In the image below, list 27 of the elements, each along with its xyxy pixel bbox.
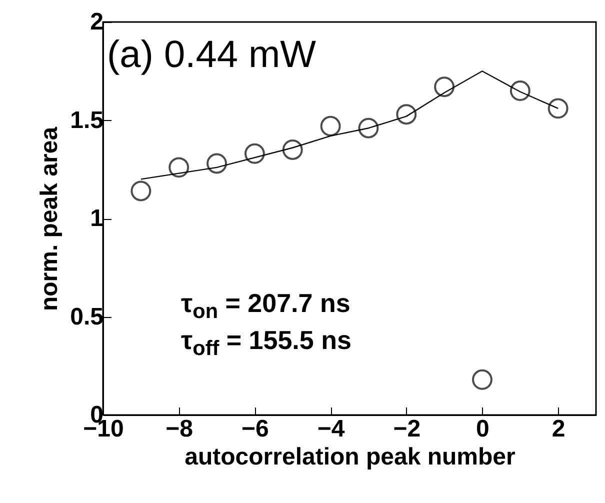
point <box>320 116 341 136</box>
point <box>358 118 379 138</box>
point <box>434 76 455 98</box>
x-tick-label: 0 <box>476 416 490 442</box>
point <box>548 98 568 119</box>
point <box>244 143 265 164</box>
point <box>130 180 152 202</box>
x-tick-label: 2 <box>552 416 566 442</box>
x-tick-label: −4 <box>317 416 346 442</box>
x-tick-label: −8 <box>166 416 194 442</box>
point <box>396 104 417 125</box>
y-tick-label: 2 <box>90 8 104 36</box>
point <box>168 157 190 178</box>
y-tick-label: 0.5 <box>70 303 104 330</box>
y-axis-title: norm. peak area <box>36 126 64 312</box>
point <box>206 153 227 174</box>
x-axis-title: autocorrelation peak number <box>184 444 516 470</box>
y-tick-label: 1 <box>90 205 104 232</box>
x-tick-label: −2 <box>393 416 421 442</box>
annotation: (a) 0.44 mW <box>107 34 316 76</box>
y-tick-label: 1.5 <box>70 106 104 134</box>
annotation: τ$_{off}$ = 155.5 ns <box>181 325 352 360</box>
point <box>282 140 303 160</box>
point <box>472 369 492 390</box>
point <box>510 80 530 101</box>
annotation: τ$_{on}$ = 207.7 ns <box>181 288 350 324</box>
x-tick-label: −6 <box>242 416 269 442</box>
